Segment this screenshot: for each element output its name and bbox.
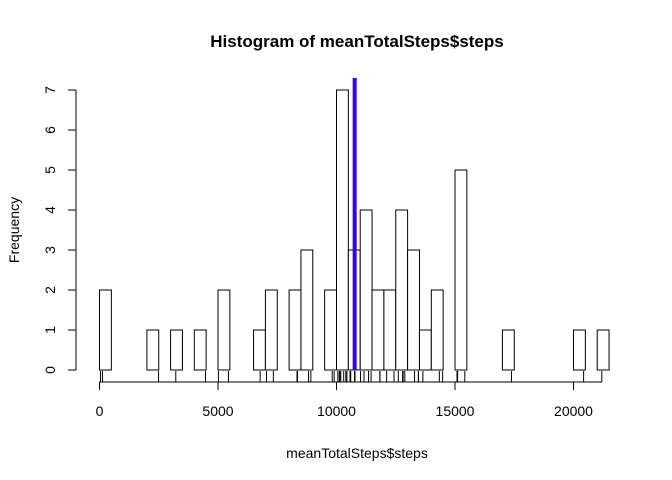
histogram-bar [501,329,515,371]
histogram-bar [253,329,266,371]
y-tick-label: 3 [42,246,58,254]
histogram-bar [288,289,302,371]
y-tick-label: 7 [42,86,58,94]
histogram-bar [596,329,610,371]
x-tick-label: 0 [96,403,104,419]
y-tick-label: 6 [42,126,58,134]
y-tick-label: 1 [42,326,58,334]
x-tick-label: 15000 [436,403,475,419]
x-tick-label: 10000 [317,403,356,419]
histogram-bar [430,289,444,371]
y-axis-label: Frequency [6,197,22,263]
histogram-bar [454,169,468,371]
y-tick-label: 2 [42,286,58,294]
histogram-bar [359,209,373,371]
y-axis: 0 1 2 3 4 5 6 7 [42,86,77,374]
histogram-bars [99,89,610,371]
histogram-bar [407,249,420,371]
histogram-bar [573,329,586,371]
chart-title: Histogram of meanTotalSteps$steps [210,32,503,51]
histogram-bar [395,209,409,371]
histogram-bar [99,289,112,371]
histogram-bar [146,329,160,371]
histogram-bar [170,329,183,371]
histogram-bar [418,329,432,371]
histogram-bar [383,289,397,371]
rug-marks [99,371,603,382]
x-tick-label: 5000 [202,403,233,419]
x-axis: 0 5000 10000 15000 20000 [96,381,593,419]
histogram-bar [324,289,337,371]
histogram-bar [264,289,278,371]
x-axis-label: meanTotalSteps$steps [286,445,428,461]
histogram-bar [336,89,349,371]
y-tick-label: 5 [42,166,58,174]
histogram-bar [371,289,385,371]
y-tick-label: 0 [42,366,58,374]
x-tick-label: 20000 [554,403,593,419]
histogram-bar [300,249,314,371]
y-tick-label: 4 [42,206,58,214]
histogram-bar [193,329,207,371]
histogram-bar [217,289,231,371]
